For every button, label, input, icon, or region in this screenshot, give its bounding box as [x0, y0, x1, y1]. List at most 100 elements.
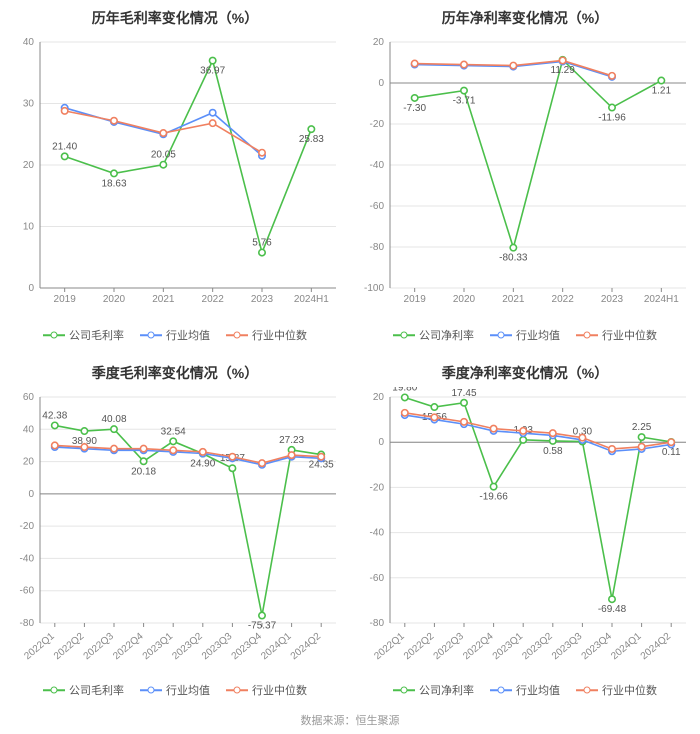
svg-text:2023Q2: 2023Q2 [520, 631, 555, 663]
svg-text:-40: -40 [370, 528, 385, 539]
legend-label: 行业均值 [516, 327, 560, 343]
svg-text:-60: -60 [20, 586, 35, 597]
svg-text:2023Q3: 2023Q3 [550, 631, 585, 663]
legend: 公司净利率 行业均值行业中位数 [354, 327, 696, 343]
svg-text:-60: -60 [370, 573, 385, 584]
svg-text:20: 20 [23, 457, 35, 468]
svg-text:2024H1: 2024H1 [294, 294, 329, 305]
legend-label: 公司净利率 [419, 682, 474, 698]
chart-area: -100-80-60-40-20020201920202021202220232… [354, 32, 696, 325]
data-source-footer: 数据来源：恒生聚源 [0, 710, 700, 728]
svg-text:-100: -100 [364, 283, 384, 294]
svg-text:-80: -80 [20, 618, 35, 629]
svg-text:0: 0 [28, 489, 34, 500]
svg-text:2020: 2020 [103, 294, 126, 305]
legend-item: 行业均值 [140, 327, 210, 343]
svg-text:40.08: 40.08 [101, 414, 126, 425]
svg-text:20.18: 20.18 [131, 466, 156, 477]
svg-text:-20: -20 [20, 521, 35, 532]
legend-label: 公司毛利率 [69, 682, 124, 698]
svg-text:2021: 2021 [152, 294, 175, 305]
svg-text:20: 20 [373, 392, 385, 403]
legend: 公司毛利率 行业均值行业中位数 [4, 327, 346, 343]
legend-swatch-icon [226, 330, 248, 340]
panel-quarterly-gross: 季度毛利率变化情况（%） -80-60-40-2002040602022Q120… [0, 355, 350, 710]
legend-label: 公司毛利率 [69, 327, 124, 343]
svg-text:2023Q1: 2023Q1 [141, 631, 176, 663]
legend-item: 行业均值 [490, 327, 560, 343]
svg-text:30: 30 [23, 99, 35, 110]
panel-title: 历年毛利率变化情况（%） [4, 8, 346, 28]
svg-text:2019: 2019 [54, 294, 77, 305]
legend-item: 公司净利率 [393, 682, 474, 698]
panel-annual-net: 历年净利率变化情况（%） -100-80-60-40-2002020192020… [350, 0, 700, 355]
legend-swatch-icon [576, 685, 598, 695]
svg-text:1.21: 1.21 [652, 86, 672, 97]
svg-text:40: 40 [23, 37, 35, 48]
legend-swatch-icon [43, 330, 65, 340]
svg-text:-80.33: -80.33 [499, 253, 528, 264]
svg-text:21.40: 21.40 [52, 141, 77, 152]
panel-annual-gross: 历年毛利率变化情况（%） 010203040201920202021202220… [0, 0, 350, 355]
legend-item: 行业均值 [140, 682, 210, 698]
svg-text:0: 0 [378, 437, 384, 448]
svg-text:2023Q4: 2023Q4 [230, 631, 265, 663]
panel-title: 季度净利率变化情况（%） [354, 363, 696, 383]
legend-swatch-icon [43, 685, 65, 695]
chart-grid: 历年毛利率变化情况（%） 0 10 20 30 40 2019 2020 2021 2022 20… [0, 0, 700, 710]
legend-item: 行业均值 [490, 682, 560, 698]
svg-text:-69.48: -69.48 [598, 604, 627, 615]
legend-swatch-icon [576, 330, 598, 340]
svg-text:60: 60 [23, 392, 35, 403]
legend-item: 行业中位数 [226, 682, 307, 698]
legend-item: 行业中位数 [226, 327, 307, 343]
svg-text:2023Q1: 2023Q1 [491, 631, 526, 663]
legend-swatch-icon [226, 685, 248, 695]
svg-text:2022: 2022 [202, 294, 225, 305]
svg-text:2021: 2021 [502, 294, 525, 305]
svg-text:2023: 2023 [251, 294, 274, 305]
svg-text:5.76: 5.76 [252, 238, 272, 249]
legend-label: 行业均值 [166, 682, 210, 698]
legend: 公司净利率 行业均值行业中位数 [354, 682, 696, 698]
svg-text:-80: -80 [370, 242, 385, 253]
svg-text:2023Q2: 2023Q2 [170, 631, 205, 663]
legend: 公司毛利率 行业均值 行业中位数 [4, 682, 346, 698]
legend-swatch-icon [140, 330, 162, 340]
svg-text:-7.30: -7.30 [403, 103, 426, 114]
svg-text:2023: 2023 [601, 294, 624, 305]
svg-text:-80: -80 [370, 618, 385, 629]
panel-title: 季度毛利率变化情况（%） [4, 363, 346, 383]
svg-text:-11.96: -11.96 [598, 113, 626, 124]
svg-text:2020: 2020 [453, 294, 476, 305]
svg-text:-40: -40 [20, 553, 35, 564]
svg-text:2023Q4: 2023Q4 [580, 631, 615, 663]
svg-text:-75.37: -75.37 [248, 621, 277, 632]
svg-text:2024Q2: 2024Q2 [639, 631, 674, 663]
svg-text:-3.71: -3.71 [453, 96, 476, 107]
svg-text:-20: -20 [370, 482, 385, 493]
svg-text:11.29: 11.29 [551, 65, 576, 76]
legend-label: 行业均值 [166, 327, 210, 343]
legend-label: 行业均值 [516, 682, 560, 698]
legend-item: 行业中位数 [576, 682, 657, 698]
panel-quarterly-net: 季度净利率变化情况（%） -80-60-40-200202022Q12022Q2… [350, 355, 700, 710]
legend-item: 行业中位数 [576, 327, 657, 343]
panel-title: 历年净利率变化情况（%） [354, 8, 696, 28]
svg-text:10: 10 [23, 222, 35, 233]
legend-swatch-icon [393, 330, 415, 340]
legend-swatch-icon [393, 685, 415, 695]
chart-area: -80-60-40-200202022Q12022Q22022Q32022Q42… [354, 387, 696, 680]
legend-swatch-icon [490, 330, 512, 340]
svg-text:2024Q2: 2024Q2 [289, 631, 324, 663]
chart-area: 010203040201920202021202220232024H121.40… [4, 32, 346, 325]
svg-text:2024Q1: 2024Q1 [609, 631, 644, 663]
svg-text:0.58: 0.58 [543, 446, 563, 457]
svg-text:42.38: 42.38 [42, 410, 67, 421]
legend-item: 公司毛利率 [43, 327, 124, 343]
legend-item: 公司毛利率 [43, 682, 124, 698]
svg-text:24.90: 24.90 [190, 459, 215, 470]
svg-text:2022Q1: 2022Q1 [22, 631, 57, 663]
legend-item: 公司净利率 [393, 327, 474, 343]
legend-label: 行业中位数 [252, 682, 307, 698]
